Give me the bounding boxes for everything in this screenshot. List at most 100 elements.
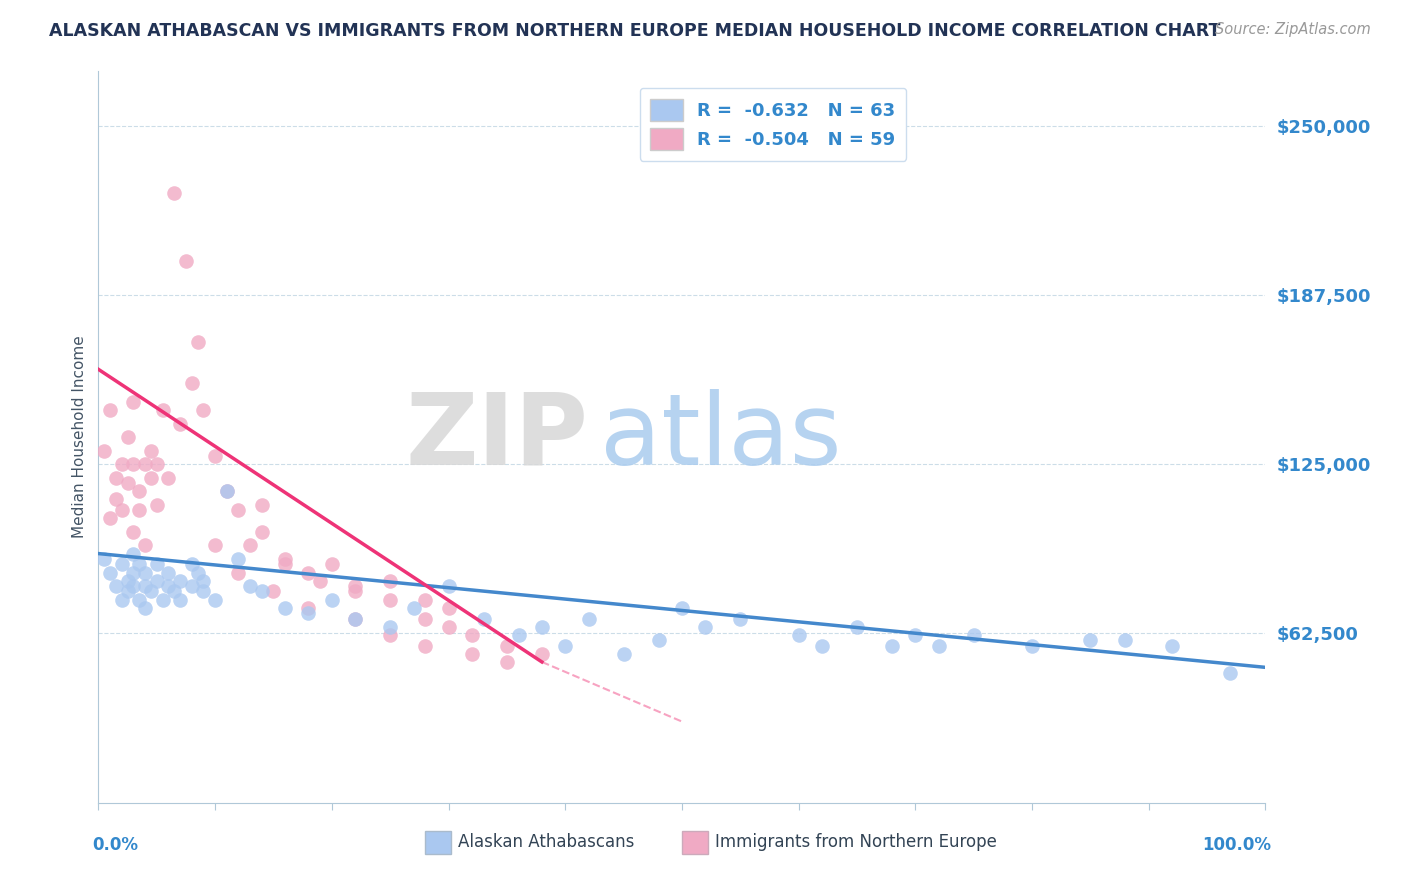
Point xyxy=(128,484,150,499)
Point xyxy=(380,574,402,588)
Point xyxy=(204,592,226,607)
Point xyxy=(157,566,180,580)
Point xyxy=(228,503,250,517)
Point xyxy=(122,547,145,561)
Point xyxy=(117,430,139,444)
Point xyxy=(193,403,215,417)
Point xyxy=(413,592,436,607)
Point xyxy=(98,403,121,417)
Point xyxy=(530,620,553,634)
Point xyxy=(111,558,134,572)
Point xyxy=(139,443,162,458)
Point xyxy=(239,579,262,593)
Point xyxy=(274,558,297,572)
Point xyxy=(139,471,162,485)
Point xyxy=(169,574,191,588)
Point xyxy=(228,552,250,566)
Point xyxy=(146,574,169,588)
Point xyxy=(163,584,186,599)
Point xyxy=(134,538,156,552)
Point xyxy=(647,633,669,648)
Point xyxy=(413,611,436,625)
Point xyxy=(180,376,202,390)
Point xyxy=(122,566,145,580)
Point xyxy=(204,449,226,463)
Point xyxy=(496,639,519,653)
Point xyxy=(928,639,950,653)
Point xyxy=(297,606,319,620)
Point xyxy=(297,600,319,615)
Point xyxy=(730,611,752,625)
Point xyxy=(344,584,367,599)
Point xyxy=(508,628,530,642)
Point xyxy=(321,592,343,607)
Point xyxy=(180,579,202,593)
Point xyxy=(496,655,519,669)
Point xyxy=(239,538,262,552)
Point xyxy=(163,186,186,201)
Point xyxy=(262,584,284,599)
Point xyxy=(122,395,145,409)
Point xyxy=(117,476,139,491)
Point xyxy=(157,579,180,593)
Text: ALASKAN ATHABASCAN VS IMMIGRANTS FROM NORTHERN EUROPE MEDIAN HOUSEHOLD INCOME CO: ALASKAN ATHABASCAN VS IMMIGRANTS FROM NO… xyxy=(49,22,1220,40)
Point xyxy=(146,498,169,512)
Point xyxy=(380,592,402,607)
Text: 0.0%: 0.0% xyxy=(93,836,139,854)
Point xyxy=(111,592,134,607)
Point xyxy=(180,558,202,572)
Point xyxy=(344,611,367,625)
Point xyxy=(134,600,156,615)
FancyBboxPatch shape xyxy=(682,830,707,854)
Point xyxy=(111,457,134,471)
Point xyxy=(250,498,273,512)
Point xyxy=(117,574,139,588)
Point xyxy=(461,628,484,642)
Point xyxy=(1219,665,1241,680)
Point xyxy=(1161,639,1184,653)
Point xyxy=(413,639,436,653)
Point xyxy=(309,574,332,588)
Point xyxy=(128,592,150,607)
Point xyxy=(152,592,174,607)
Text: Immigrants from Northern Europe: Immigrants from Northern Europe xyxy=(714,833,997,851)
Point xyxy=(104,471,127,485)
Point xyxy=(146,558,169,572)
Point xyxy=(671,600,693,615)
Point xyxy=(904,628,927,642)
Text: 100.0%: 100.0% xyxy=(1202,836,1271,854)
Point xyxy=(380,628,402,642)
Point xyxy=(174,254,197,268)
Point xyxy=(1114,633,1136,648)
Point xyxy=(461,647,484,661)
Point xyxy=(93,443,115,458)
Point xyxy=(98,511,121,525)
Point xyxy=(204,538,226,552)
Point xyxy=(93,552,115,566)
Point xyxy=(846,620,869,634)
Point xyxy=(134,579,156,593)
Point xyxy=(530,647,553,661)
Point xyxy=(169,417,191,431)
Legend: R =  -0.632   N = 63, R =  -0.504   N = 59: R = -0.632 N = 63, R = -0.504 N = 59 xyxy=(640,87,907,161)
Point xyxy=(193,574,215,588)
Point xyxy=(437,600,460,615)
FancyBboxPatch shape xyxy=(425,830,451,854)
Point xyxy=(134,566,156,580)
Point xyxy=(117,584,139,599)
Point xyxy=(1021,639,1043,653)
Point xyxy=(122,457,145,471)
Point xyxy=(146,457,169,471)
Text: ZIP: ZIP xyxy=(406,389,589,485)
Point xyxy=(152,403,174,417)
Point xyxy=(578,611,600,625)
Point xyxy=(380,620,402,634)
Point xyxy=(169,592,191,607)
Point xyxy=(250,524,273,539)
Point xyxy=(193,584,215,599)
Point xyxy=(111,503,134,517)
Point xyxy=(787,628,810,642)
Point xyxy=(437,579,460,593)
Point xyxy=(472,611,495,625)
Point xyxy=(1080,633,1102,648)
